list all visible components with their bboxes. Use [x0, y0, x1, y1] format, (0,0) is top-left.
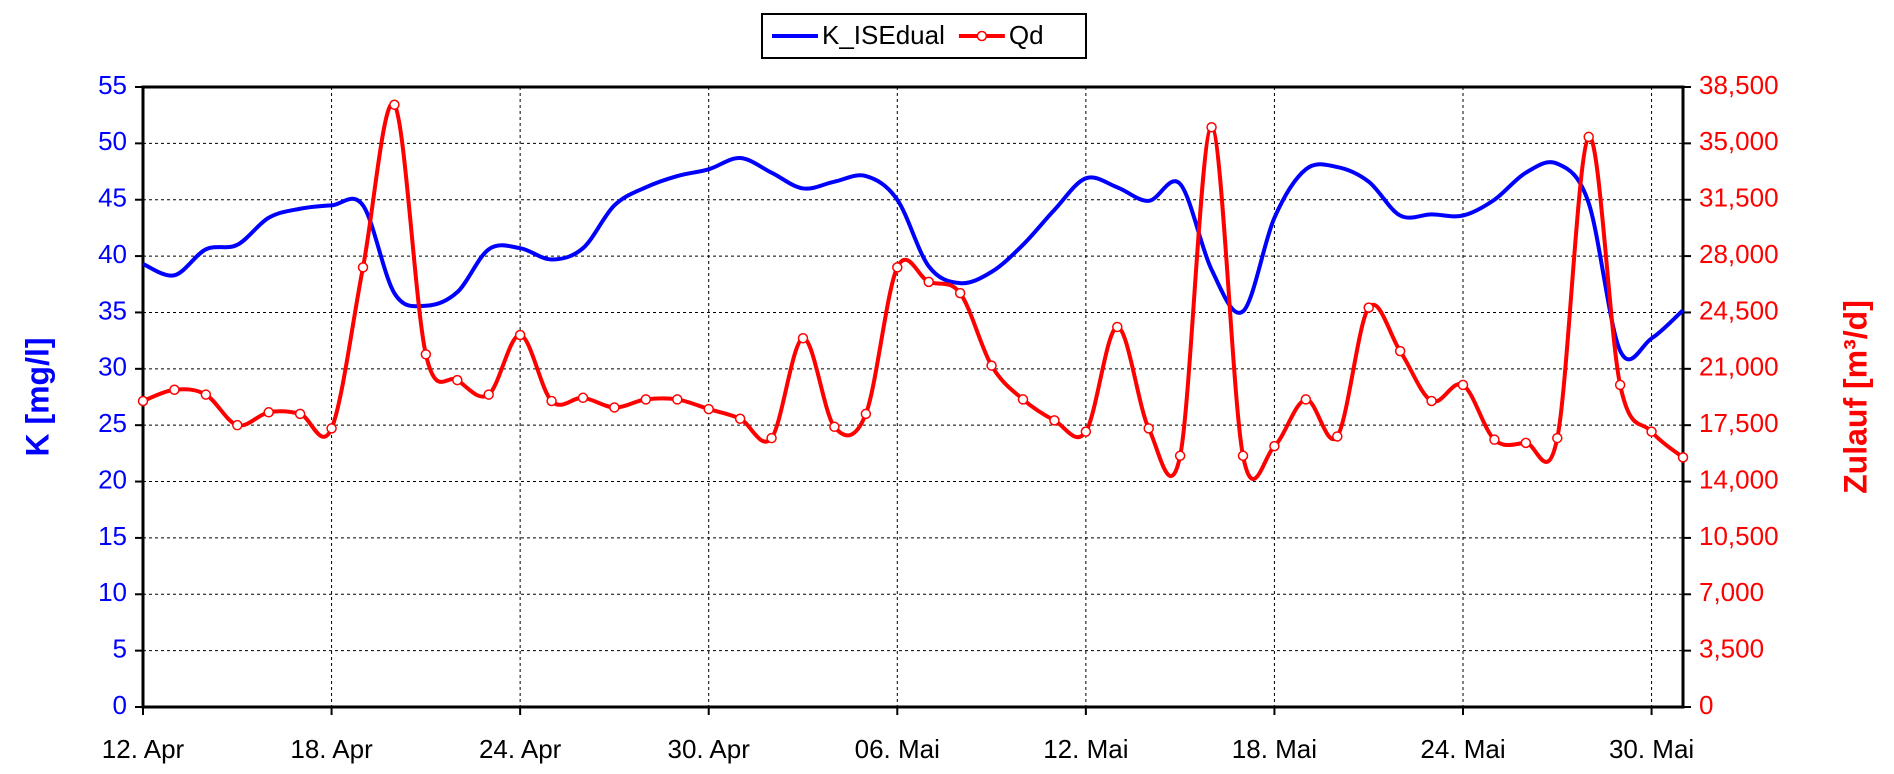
marker [1237, 450, 1249, 462]
legend-label: Qd [1009, 20, 1044, 50]
marker [577, 392, 589, 404]
y2-tick-label: 3,500 [1699, 634, 1764, 664]
line-k-isedual [142, 156, 1685, 362]
marker [860, 408, 872, 420]
marker [923, 276, 934, 288]
marker [200, 389, 212, 400]
marker [892, 262, 903, 273]
marker [1049, 415, 1060, 426]
y-tick-label: 45 [98, 183, 127, 213]
marker [1300, 394, 1312, 405]
y-axis-title: K [mg/l] [19, 337, 55, 456]
marker [672, 394, 683, 405]
y-tick-label: 55 [98, 70, 127, 100]
x-tick-label: 24. Apr [479, 734, 562, 764]
marker [1206, 122, 1217, 133]
y2-tick-label: 24,500 [1699, 295, 1779, 325]
marker [1080, 426, 1092, 437]
marker [452, 374, 463, 386]
marker [1646, 426, 1657, 437]
y2-tick-label: 0 [1699, 690, 1713, 720]
marker [420, 349, 432, 360]
marker [640, 394, 652, 405]
y2-tick-label: 31,500 [1699, 183, 1779, 213]
y-tick-label: 30 [98, 352, 127, 382]
legend-marker [976, 30, 988, 42]
marker [1583, 131, 1594, 143]
marker [1269, 440, 1280, 452]
y2-tick-label: 7,000 [1699, 577, 1764, 607]
marker [1552, 432, 1563, 444]
marker [1174, 450, 1186, 462]
marker [1332, 431, 1343, 442]
marker [514, 329, 526, 341]
y-tick-label: 40 [98, 239, 127, 269]
marker [954, 287, 966, 299]
y2-tick-label: 38,500 [1699, 70, 1779, 100]
marker [1677, 452, 1689, 463]
x-tick-label: 24. Mai [1420, 734, 1505, 764]
marker [609, 402, 620, 413]
marker [232, 419, 243, 431]
marker [703, 403, 714, 415]
y2-tick-label: 28,000 [1699, 239, 1779, 269]
marker [389, 99, 400, 110]
y2-tick-label: 17,500 [1699, 408, 1779, 438]
marker [263, 407, 274, 418]
y-tick-label: 15 [98, 521, 127, 551]
y-tick-label: 0 [113, 690, 127, 720]
marker [1112, 321, 1123, 333]
marker [137, 395, 149, 407]
y-tick-label: 10 [98, 577, 127, 607]
y-tick-label: 50 [98, 126, 127, 156]
x-tick-label: 18. Apr [290, 734, 373, 764]
marker [766, 432, 777, 444]
marker [797, 332, 809, 344]
y-tick-label: 20 [98, 464, 127, 494]
y-tick-label: 25 [98, 408, 127, 438]
marker [294, 408, 306, 420]
y-tick-label: 5 [113, 634, 127, 664]
x-tick-label: 30. Mai [1609, 734, 1694, 764]
x-tick-label: 12. Apr [102, 734, 185, 764]
marker [1426, 395, 1437, 407]
marker [1017, 394, 1029, 405]
y2-tick-label: 21,000 [1699, 352, 1779, 382]
marker [986, 360, 997, 371]
y2-tick-label: 10,500 [1699, 521, 1779, 551]
marker [483, 389, 494, 400]
marker [1614, 379, 1626, 391]
marker [326, 423, 337, 434]
marker [169, 384, 180, 396]
x-tick-label: 12. Mai [1043, 734, 1128, 764]
marker [357, 262, 369, 273]
marker [829, 421, 840, 433]
marker [1457, 379, 1469, 391]
marker [1489, 434, 1500, 445]
x-tick-label: 30. Apr [668, 734, 751, 764]
y-tick-label: 35 [98, 295, 127, 325]
marker [1520, 437, 1532, 449]
marker [734, 413, 746, 424]
marker [1394, 345, 1406, 357]
x-tick-label: 06. Mai [855, 734, 940, 764]
y2-axis-title: Zulauf [m³/d] [1837, 300, 1873, 494]
legend-label: K_ISEdual [822, 20, 945, 50]
marker [546, 395, 557, 407]
marker [1363, 302, 1374, 313]
y2-tick-label: 35,000 [1699, 126, 1779, 156]
x-tick-label: 18. Mai [1232, 734, 1317, 764]
y2-tick-label: 14,000 [1699, 464, 1779, 494]
line-qd [142, 101, 1685, 481]
marker [1143, 423, 1154, 434]
